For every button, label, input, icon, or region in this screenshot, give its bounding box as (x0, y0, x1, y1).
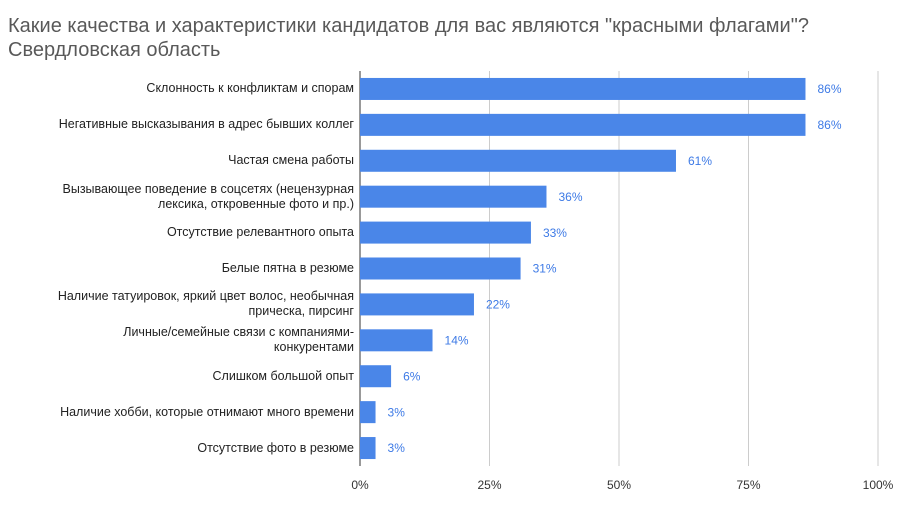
data-label: 86% (817, 82, 841, 96)
y-tick-label: Негативные высказывания в адрес бывших к… (58, 117, 354, 132)
data-label: 3% (388, 441, 406, 455)
bar (360, 365, 392, 388)
y-tick-label: Частая смена работы (228, 153, 354, 168)
data-label: 33% (543, 226, 567, 240)
data-label: 6% (403, 369, 421, 383)
bar (360, 185, 547, 208)
x-tick-label: 50% (607, 478, 631, 492)
data-label: 22% (486, 298, 510, 312)
y-tick-label: Личные/семейные связи с компаниями-конку… (123, 325, 354, 355)
y-tick-label: Наличие хобби, которые отнимают много вр… (60, 404, 354, 419)
bar (360, 149, 676, 172)
x-tick-label: 0% (351, 478, 369, 492)
x-tick-label: 75% (736, 478, 760, 492)
data-label: 36% (558, 190, 582, 204)
data-label: 31% (533, 262, 557, 276)
bar (360, 293, 474, 316)
data-label: 3% (388, 405, 406, 419)
chart-title: Какие качества и характеристики кандидат… (8, 15, 809, 37)
bar (360, 257, 521, 280)
bar (360, 329, 433, 352)
data-label: 86% (817, 118, 841, 132)
bar (360, 77, 806, 100)
bar (360, 113, 806, 136)
y-tick-label: Слишком большой опыт (212, 368, 354, 383)
x-tick-label: 100% (863, 478, 894, 492)
bar (360, 437, 376, 460)
y-tick-label: Вызывающее поведение в соцсетях (нецензу… (62, 181, 355, 211)
bar (360, 221, 531, 244)
y-tick-label: Наличие татуировок, яркий цвет волос, не… (57, 289, 354, 319)
data-label: 61% (688, 154, 712, 168)
y-tick-label: Отсутствие релевантного опыта (166, 225, 354, 240)
y-tick-label: Склонность к конфликтам и спорам (146, 81, 354, 96)
data-label: 14% (445, 333, 469, 347)
x-tick-label: 25% (477, 478, 501, 492)
chart-subtitle: Свердловская область (8, 39, 221, 61)
y-tick-label: Отсутствие фото в резюме (197, 440, 354, 455)
bar (360, 401, 376, 424)
y-tick-label: Белые пятна в резюме (221, 260, 354, 275)
